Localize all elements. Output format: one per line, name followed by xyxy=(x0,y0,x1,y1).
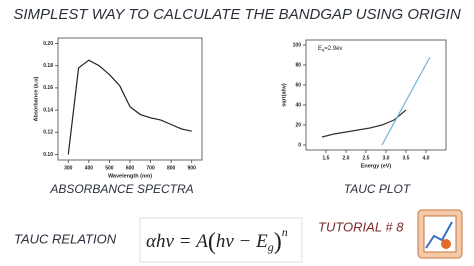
x-tick-label: 3.5 xyxy=(403,155,410,161)
data-line xyxy=(67,59,192,155)
tutorial: TUTORIAL # 8 xyxy=(318,219,404,234)
caption: ABSORBANCE SPECTRA xyxy=(49,182,193,196)
annotation-part: E xyxy=(318,46,322,52)
x-tick-label: 700 xyxy=(146,165,155,171)
y-tick-label: 0 xyxy=(298,142,301,148)
x-tick-label: 500 xyxy=(105,165,114,171)
x-tick-label: 1.5 xyxy=(323,155,330,161)
x-tick-label: 600 xyxy=(126,165,135,171)
y-tick-label: 0.12 xyxy=(43,130,53,136)
x-tick-label: 800 xyxy=(167,165,176,171)
y-tick-label: 20 xyxy=(295,122,301,128)
data-line xyxy=(381,56,431,146)
plot-frame xyxy=(57,37,203,161)
y-tick-label: 0.18 xyxy=(43,63,53,69)
x-tick-label: 900 xyxy=(188,165,197,171)
equation-box xyxy=(139,217,303,263)
tauc-label: TAUC RELATION xyxy=(14,231,117,246)
annotation: Eg=2.9ev xyxy=(318,46,342,52)
title: SIMPLEST WAY TO CALCULATE THE BANDGAP US… xyxy=(13,6,460,23)
annotation-part: =2.9ev xyxy=(324,46,342,52)
y-tick-label: 0.20 xyxy=(43,41,53,47)
y-axis-label: Absorbance (a.u) xyxy=(33,76,39,121)
y-tick-label: 100 xyxy=(293,42,302,48)
x-tick-label: 300 xyxy=(64,165,73,171)
annotation-part: g xyxy=(322,47,324,52)
x-tick-label: 2.0 xyxy=(343,155,350,161)
y-tick-label: 40 xyxy=(295,102,301,108)
x-tick-label: 400 xyxy=(85,165,94,171)
y-tick-label: 0.14 xyxy=(43,107,53,113)
origin-icon xyxy=(417,209,463,259)
plot-frame xyxy=(305,39,447,151)
y-tick-label: 0.16 xyxy=(43,85,53,91)
y-tick-label: 0.10 xyxy=(43,152,53,158)
y-tick-label: 80 xyxy=(295,62,301,68)
data-line xyxy=(321,109,407,138)
x-tick-label: 4.0 xyxy=(423,155,430,161)
x-tick-label: 3.0 xyxy=(383,155,390,161)
y-tick-label: 60 xyxy=(295,82,301,88)
caption: TAUC PLOT xyxy=(344,182,412,196)
x-axis-label: Energy (eV) xyxy=(361,163,392,169)
y-axis-label: sqrt(ahv) xyxy=(281,83,287,107)
equation: αhν = A(hν − Eg)n xyxy=(146,225,288,255)
x-axis-label: Wavelength (nm) xyxy=(108,173,152,179)
x-tick-label: 2.5 xyxy=(363,155,370,161)
